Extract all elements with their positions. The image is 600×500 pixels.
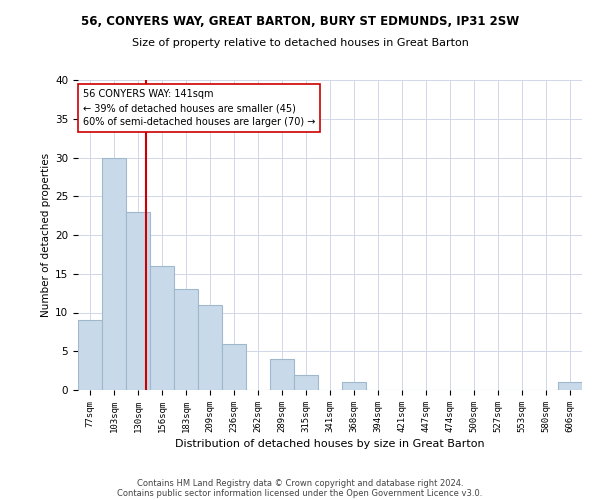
Text: 56 CONYERS WAY: 141sqm
← 39% of detached houses are smaller (45)
60% of semi-det: 56 CONYERS WAY: 141sqm ← 39% of detached… xyxy=(83,90,316,128)
Bar xyxy=(102,158,126,390)
X-axis label: Distribution of detached houses by size in Great Barton: Distribution of detached houses by size … xyxy=(175,439,485,449)
Bar xyxy=(78,320,102,390)
Text: Size of property relative to detached houses in Great Barton: Size of property relative to detached ho… xyxy=(131,38,469,48)
Text: Contains public sector information licensed under the Open Government Licence v3: Contains public sector information licen… xyxy=(118,488,482,498)
Bar xyxy=(174,289,198,390)
Text: 56, CONYERS WAY, GREAT BARTON, BURY ST EDMUNDS, IP31 2SW: 56, CONYERS WAY, GREAT BARTON, BURY ST E… xyxy=(81,15,519,28)
Bar xyxy=(126,212,150,390)
Y-axis label: Number of detached properties: Number of detached properties xyxy=(41,153,51,317)
Bar xyxy=(270,359,294,390)
Text: Contains HM Land Registry data © Crown copyright and database right 2024.: Contains HM Land Registry data © Crown c… xyxy=(137,478,463,488)
Bar xyxy=(558,382,582,390)
Bar xyxy=(198,304,222,390)
Bar xyxy=(222,344,246,390)
Bar xyxy=(342,382,366,390)
Bar xyxy=(150,266,174,390)
Bar xyxy=(294,374,318,390)
